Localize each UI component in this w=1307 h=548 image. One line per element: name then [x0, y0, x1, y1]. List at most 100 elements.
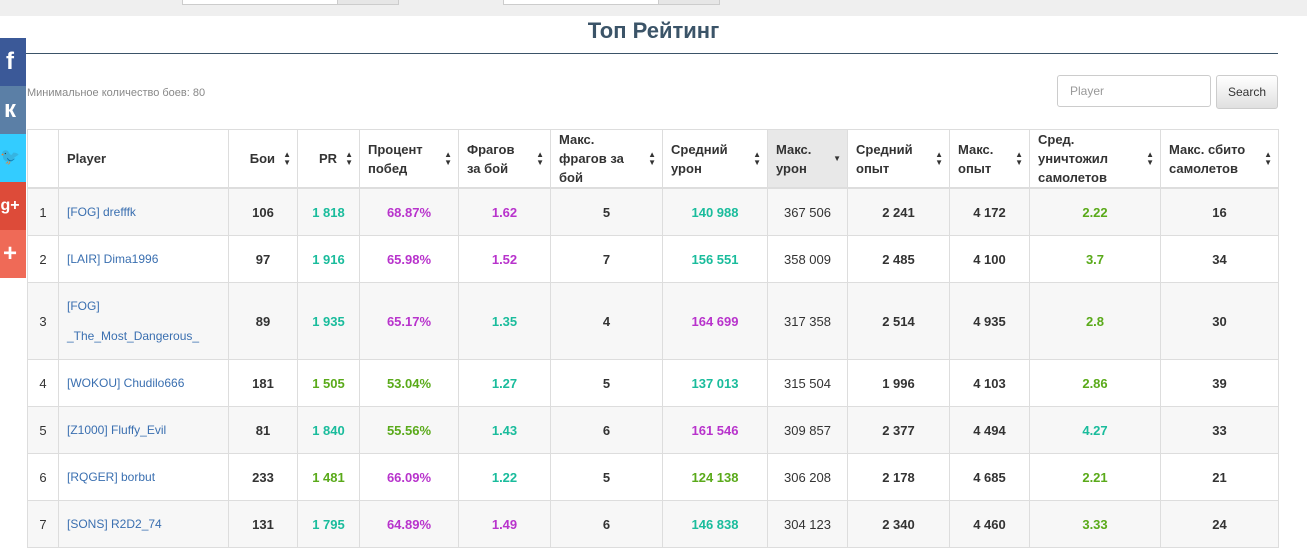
- sort-icon: ▲ ▼: [536, 149, 544, 167]
- cell-battles: 89: [228, 282, 298, 360]
- cell-max-planes: 34: [1160, 235, 1279, 283]
- top-filter-button-1[interactable]: [337, 0, 399, 5]
- sort-icon: ▲ ▼: [1146, 149, 1154, 167]
- cell-max-dmg: 306 208: [767, 453, 848, 501]
- player-cell: [SONS] R2D2_74: [58, 500, 229, 548]
- twitter-share-button[interactable]: 🐦: [0, 134, 26, 182]
- cell-avg-planes: 2.21: [1029, 453, 1161, 501]
- cell-max-planes: 24: [1160, 500, 1279, 548]
- google-plus-share-button[interactable]: g+: [0, 182, 26, 230]
- cell-avg-xp: 1 996: [847, 359, 950, 407]
- sort-icon: ▲ ▼: [1015, 149, 1023, 167]
- column-header-pr[interactable]: PR ▲ ▼: [297, 129, 360, 189]
- column-header-max_frags[interactable]: Макс. фрагов за бой ▲ ▼: [550, 129, 663, 189]
- cell-max-planes: 33: [1160, 406, 1279, 454]
- cell-max-dmg: 304 123: [767, 500, 848, 548]
- cell-max-xp: 4 103: [949, 359, 1030, 407]
- table-row: 2 [LAIR] Dima1996 97 1 916 65.98% 1.52 7 156 55…: [27, 235, 1279, 283]
- cell-battles: 131: [228, 500, 298, 548]
- column-header-label: Фрагов за бой: [467, 141, 515, 176]
- sort-icon: ▲ ▼: [345, 149, 353, 167]
- column-header-idx: [27, 129, 59, 189]
- cell-pr: 1 795: [297, 500, 360, 548]
- player-cell: [RQGER] borbut: [58, 453, 229, 501]
- top-filter-input-2[interactable]: [503, 0, 659, 5]
- column-header-label: Средний урон: [671, 141, 728, 176]
- sort-icon: ▲ ▼: [935, 149, 943, 167]
- table-row: 1 [FOG] drefffk 106 1 818 68.87% 1.62 5 140 988…: [27, 187, 1279, 236]
- column-header-max_xp[interactable]: Макс. опыт ▲ ▼: [949, 129, 1030, 189]
- table-row: 7 [SONS] R2D2_74 131 1 795 64.89% 1.49 6 146 83…: [27, 500, 1279, 548]
- player-cell: [WOKOU] Chudilo666: [58, 359, 229, 407]
- vkontakte-icon: к: [3, 96, 16, 123]
- player-link[interactable]: [SONS] R2D2_74: [67, 517, 162, 531]
- add-more-share-button[interactable]: +: [0, 230, 26, 278]
- column-header-winrate[interactable]: Процент побед ▲ ▼: [359, 129, 459, 189]
- cell-max-frags: 5: [550, 187, 663, 236]
- column-header-label: Макс. фрагов за бой: [559, 132, 624, 185]
- cell-max-dmg: 315 504: [767, 359, 848, 407]
- column-header-battles[interactable]: Бои ▲ ▼: [228, 129, 298, 189]
- cell-avg-planes: 2.86: [1029, 359, 1161, 407]
- column-header-label: PR: [318, 151, 337, 166]
- player-link[interactable]: [WOKOU] Chudilo666: [67, 376, 185, 390]
- cell-frags: 1.27: [458, 359, 551, 407]
- cell-max-dmg: 309 857: [767, 406, 848, 454]
- column-header-label: Макс. сбито самолетов: [1169, 141, 1246, 176]
- cell-winrate: 65.17%: [359, 282, 459, 360]
- cell-battles: 97: [228, 235, 298, 283]
- player-link[interactable]: [FOG] _The_Most_Dangerous_: [67, 299, 200, 343]
- column-header-avg_dmg[interactable]: Средний урон ▲ ▼: [662, 129, 768, 189]
- column-header-label: Макс. опыт: [958, 141, 994, 176]
- table-row: 6 [RQGER] borbut 233 1 481 66.09% 1.22 5 124 13…: [27, 453, 1279, 501]
- cell-winrate: 64.89%: [359, 500, 459, 548]
- player-link[interactable]: [FOG] drefffk: [67, 205, 136, 219]
- cell-max-planes: 21: [1160, 453, 1279, 501]
- top-filter-input-1[interactable]: [182, 0, 338, 5]
- cell-max-planes: 30: [1160, 282, 1279, 360]
- sort-icon: ▲ ▼: [1264, 149, 1272, 167]
- search-button[interactable]: Search: [1216, 75, 1278, 109]
- cell-max-frags: 4: [550, 282, 663, 360]
- row-index: 5: [27, 406, 59, 454]
- sort-icon: ▲ ▼: [444, 149, 452, 167]
- vkontakte-share-button[interactable]: к: [0, 86, 26, 134]
- column-header-label: Процент побед: [368, 141, 423, 176]
- column-header-max_planes[interactable]: Макс. сбито самолетов ▲ ▼: [1160, 129, 1279, 189]
- cell-pr: 1 481: [297, 453, 360, 501]
- cell-max-frags: 5: [550, 453, 663, 501]
- cell-max-dmg: 317 358: [767, 282, 848, 360]
- cell-max-dmg: 358 009: [767, 235, 848, 283]
- column-header-avg_planes[interactable]: Сред. уничтожил самолетов ▲ ▼: [1029, 129, 1161, 189]
- cell-avg-dmg: 137 013: [662, 359, 768, 407]
- cell-pr: 1 818: [297, 187, 360, 236]
- facebook-icon: f: [6, 48, 14, 75]
- add-more-icon: +: [2, 240, 17, 267]
- player-search-input[interactable]: [1057, 75, 1211, 107]
- column-header-max_dmg[interactable]: Макс. урон ▼: [767, 129, 848, 189]
- cell-battles: 181: [228, 359, 298, 407]
- column-header-avg_xp[interactable]: Средний опыт ▲ ▼: [847, 129, 950, 189]
- table-row: 5 [Z1000] Fluffy_Evil 81 1 840 55.56% 1.43 6 16…: [27, 406, 1279, 454]
- player-link[interactable]: [Z1000] Fluffy_Evil: [67, 423, 167, 437]
- cell-frags: 1.52: [458, 235, 551, 283]
- cell-pr: 1 840: [297, 406, 360, 454]
- page-title: Топ Рейтинг: [587, 18, 720, 43]
- cell-max-xp: 4 172: [949, 187, 1030, 236]
- player-cell: [FOG] _The_Most_Dangerous_: [58, 282, 229, 360]
- cell-winrate: 55.56%: [359, 406, 459, 454]
- player-link[interactable]: [RQGER] borbut: [67, 470, 156, 484]
- cell-max-frags: 6: [550, 406, 663, 454]
- column-header-frags[interactable]: Фрагов за бой ▲ ▼: [458, 129, 551, 189]
- column-header-label: Макс. урон: [776, 141, 812, 176]
- row-index: 6: [27, 453, 59, 501]
- player-link[interactable]: [LAIR] Dima1996: [67, 252, 159, 266]
- sort-icon: ▲ ▼: [283, 149, 291, 167]
- table-row: 3 [FOG] _The_Most_Dangerous_ 89 1 935 65.17% 1…: [27, 282, 1279, 360]
- cell-frags: 1.35: [458, 282, 551, 360]
- player-cell: [Z1000] Fluffy_Evil: [58, 406, 229, 454]
- twitter-icon: 🐦: [0, 149, 20, 166]
- facebook-share-button[interactable]: f: [0, 38, 26, 86]
- cell-avg-planes: 3.7: [1029, 235, 1161, 283]
- top-filter-button-2[interactable]: [658, 0, 720, 5]
